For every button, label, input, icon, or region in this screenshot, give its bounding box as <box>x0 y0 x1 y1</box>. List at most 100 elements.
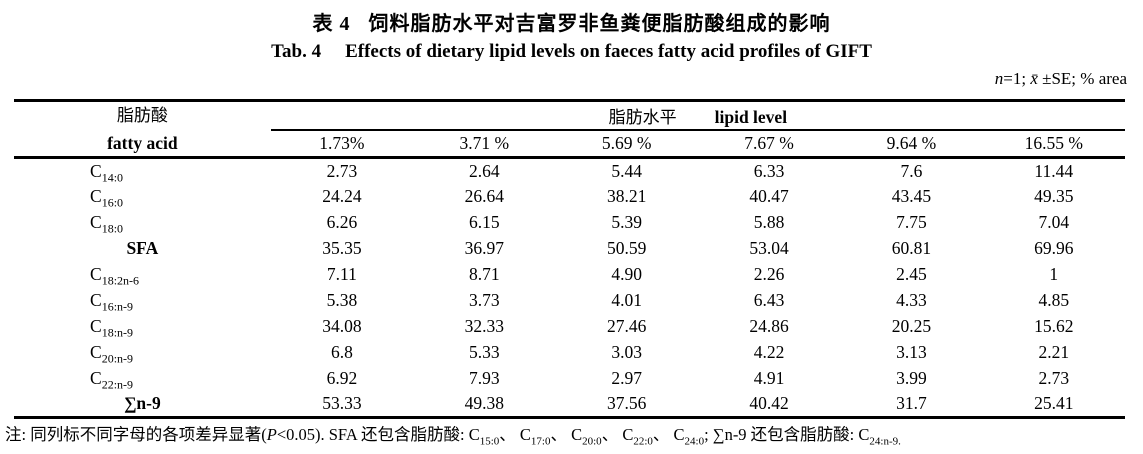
value-cell: 6.8 <box>330 342 353 362</box>
column-header-level-3: 5.69 % <box>601 132 652 153</box>
value-cell: 50.59 <box>606 238 647 258</box>
table-row: C18:2n-6 7.11 8.71 4.90 2.26 2.45 1 <box>14 262 1125 288</box>
value-cell: 6.26 <box>326 212 358 232</box>
value-cell: 35.35 <box>322 238 362 258</box>
value-cell: 24.24 <box>322 186 362 206</box>
table-caption-en-text: Effects of dietary lipid levels on faece… <box>345 41 872 62</box>
lipid-level-header-zh: 脂肪水平 <box>608 107 677 127</box>
fatty-acid-label: C18:2n-6 <box>90 264 140 288</box>
value-cell: 37.56 <box>606 393 647 414</box>
value-cell: 25.41 <box>1034 393 1074 414</box>
value-cell: 49.35 <box>1034 186 1074 206</box>
value-cell: 6.15 <box>468 212 500 232</box>
column-header-fatty-acid-zh: 脂肪酸 <box>116 106 168 125</box>
value-cell: 26.64 <box>464 186 504 206</box>
value-cell: 2.73 <box>1038 368 1070 388</box>
value-cell: 38.21 <box>606 186 647 206</box>
table-row: C16:0 24.24 26.64 38.21 40.47 43.45 49.3… <box>14 184 1125 210</box>
value-cell: 4.90 <box>611 264 642 284</box>
column-header-level-2: 3.71 % <box>459 132 510 153</box>
value-cell: 4.91 <box>753 368 785 388</box>
table-footnote: 注: 同列标不同字母的各项差异显著(P<0.05). SFA 还包含脂肪酸: C… <box>5 425 901 448</box>
value-cell: 2.64 <box>468 160 500 181</box>
header-row-lipid-levels: 1.73% 3.71 % 5.69 % 7.67 % 9.64 % 16.55 … <box>14 130 1125 158</box>
value-cell: 53.04 <box>749 238 789 258</box>
value-cell: 40.47 <box>749 186 789 206</box>
value-cell: 6.33 <box>753 160 785 181</box>
value-cell: 2.97 <box>611 368 642 388</box>
table-caption-zh: 表 4 饲料脂肪水平对吉富罗非鱼粪便脂肪酸组成的影响 <box>0 0 1143 38</box>
fatty-acid-label: C14:0 <box>90 160 124 185</box>
value-cell: 2.26 <box>753 264 785 284</box>
column-header-level-4: 7.67 % <box>744 132 794 153</box>
table-row: C14:0 2.73 2.64 5.44 6.33 7.6 11.44 <box>14 158 1125 184</box>
value-cell: 4.22 <box>753 342 785 362</box>
value-cell: 49.38 <box>464 393 504 414</box>
value-cell: 5.88 <box>753 212 785 232</box>
value-cell: 3.73 <box>468 290 500 310</box>
value-cell: 27.46 <box>606 316 647 336</box>
fatty-acid-label: C22:n-9 <box>90 368 134 392</box>
fatty-acid-label: C16:0 <box>90 186 124 210</box>
value-cell: 36.97 <box>464 238 504 258</box>
value-cell: 20.25 <box>891 316 932 336</box>
value-cell: 5.38 <box>326 290 358 310</box>
value-cell: 3.03 <box>611 342 642 362</box>
value-cell: 69.96 <box>1034 238 1074 258</box>
table-header: 脂肪酸 fatty acid 脂肪水平 lipid level 1.73% 3.7… <box>14 100 1125 158</box>
value-cell: 4.33 <box>896 290 927 310</box>
value-cell: 7.93 <box>468 368 500 388</box>
value-cell: 31.7 <box>896 393 927 414</box>
value-cell: 2.21 <box>1038 342 1070 362</box>
value-cell: 5.39 <box>611 212 642 232</box>
value-cell: 11.44 <box>1034 160 1074 181</box>
value-cell: 2.73 <box>326 160 358 181</box>
value-cell: 43.45 <box>891 186 932 206</box>
fatty-acid-label: C18:0 <box>90 212 124 236</box>
stats-note: n=1; x̄ ±SE; % area <box>994 69 1127 88</box>
table-caption-zh-label: 表 4 <box>312 13 351 35</box>
value-cell: 24.86 <box>749 316 789 336</box>
table-row: SFA 35.35 36.97 50.59 53.04 60.81 69.96 <box>14 236 1125 262</box>
fatty-acid-label: C18:n-9 <box>90 316 134 340</box>
value-cell: 2.45 <box>896 264 927 284</box>
value-cell: 1 <box>1049 264 1059 284</box>
value-cell: 34.08 <box>322 316 362 336</box>
value-cell: 7.11 <box>326 264 357 284</box>
table-caption-en: Tab. 4 Effects of dietary lipid levels on… <box>0 38 1143 65</box>
value-cell: 7.75 <box>896 212 927 232</box>
value-cell: 7.6 <box>900 160 923 181</box>
fatty-acid-label: SFA <box>126 238 159 258</box>
table-caption-zh-text: 饲料脂肪水平对吉富罗非鱼粪便脂肪酸组成的影响 <box>368 13 831 35</box>
fatty-acid-label: C16:n-9 <box>90 290 134 314</box>
column-header-fatty-acid-en: fatty acid <box>107 133 178 153</box>
column-header-level-5: 9.64 % <box>886 132 937 153</box>
fatty-acid-table: 脂肪酸 fatty acid 脂肪水平 lipid level 1.73% 3.7… <box>14 99 1125 419</box>
value-cell: 53.33 <box>322 393 362 414</box>
value-cell: 32.33 <box>464 316 504 336</box>
column-header-level-1: 1.73% <box>319 132 365 153</box>
table-row: ∑n-9 53.33 49.38 37.56 40.42 31.7 25.41 <box>14 392 1125 418</box>
value-cell: 8.71 <box>468 264 500 284</box>
column-group-header-lipid-level: 脂肪水平 lipid level <box>270 100 1125 131</box>
column-header-level-6: 16.55 % <box>1024 132 1083 153</box>
value-cell: 3.13 <box>896 342 927 362</box>
table-row: C16:n-9 5.38 3.73 4.01 6.43 4.33 4.85 <box>14 288 1125 314</box>
column-header-fatty-acid: 脂肪酸 fatty acid <box>14 101 271 158</box>
value-cell: 5.33 <box>468 342 500 362</box>
value-cell: 40.42 <box>749 393 789 414</box>
table-row: C18:0 6.26 6.15 5.39 5.88 7.75 7.04 <box>14 210 1125 236</box>
value-cell: 4.85 <box>1038 290 1070 310</box>
table-caption-en-label: Tab. 4 <box>271 41 322 62</box>
table-row: C20:n-9 6.8 5.33 3.03 4.22 3.13 2.21 <box>14 340 1125 366</box>
header-row-spanner: 脂肪酸 fatty acid 脂肪水平 lipid level <box>14 100 1125 153</box>
value-cell: 3.99 <box>896 368 927 388</box>
value-cell: 4.01 <box>611 290 642 310</box>
value-cell: 15.62 <box>1034 316 1074 336</box>
table-body: C14:0 2.73 2.64 5.44 6.33 7.6 11.44 C16:… <box>14 158 1125 418</box>
table-row: C18:n-9 34.08 32.33 27.46 24.86 20.25 15… <box>14 314 1125 340</box>
value-cell: 6.92 <box>326 368 358 388</box>
fatty-acid-label: ∑n-9 <box>123 393 161 414</box>
table-row: C22:n-9 6.92 7.93 2.97 4.91 3.99 2.73 <box>14 366 1125 392</box>
